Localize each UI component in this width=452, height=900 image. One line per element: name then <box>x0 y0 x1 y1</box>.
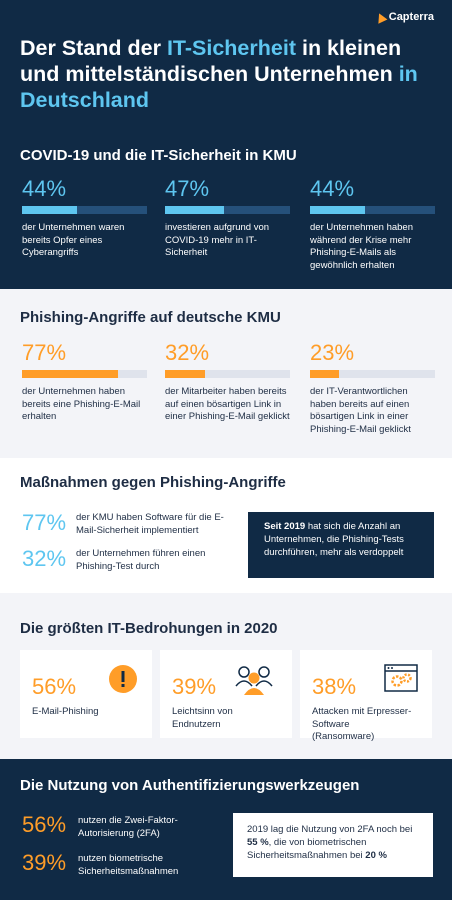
measures-item-1-pct: 77% <box>22 510 67 535</box>
threat-card-users: 39% Leichtsinn von Endnutzern <box>160 650 292 738</box>
phishing-stat-1-text: der Unternehmen haben bereits eine Phish… <box>22 386 141 422</box>
phishing-stat-2-bar-fill <box>165 370 205 378</box>
phishing-stat-1-bar-fill <box>22 370 119 378</box>
auth-box-bold-2: 20 % <box>365 850 387 861</box>
phishing-stat-3-text: der IT-Verantwortlichen haben bereits au… <box>310 386 411 435</box>
browser-gears-icon <box>384 664 418 697</box>
covid-section: COVID-19 und die IT-Sicherheit in KMU 44… <box>0 131 452 289</box>
threat-card-phishing: 56% E-Mail-Phishing <box>20 650 152 738</box>
covid-stat-3: 44% der Unternehmen haben während der Kr… <box>310 177 435 272</box>
phishing-stat-1-pct: 77% <box>22 340 67 365</box>
capterra-logo-icon <box>374 10 388 24</box>
threat-card-ransomware-pct: 38% <box>312 674 357 699</box>
threat-card-users-pct: 39% <box>172 674 217 699</box>
measures-item-2: 32% der Unternehmen führen einen Phishin… <box>22 546 206 573</box>
covid-stat-1-bar <box>22 206 147 214</box>
covid-stat-2-bar-fill <box>165 206 224 214</box>
phishing-stat-2-bar <box>165 370 290 378</box>
measures-section: Maßnahmen gegen Phishing-Angriffe 77% de… <box>0 458 452 593</box>
capterra-logo[interactable]: Capterra <box>374 10 434 24</box>
title-part-2: in kleinen und mittelständischen Unterne… <box>20 36 402 86</box>
auth-box-bold-1: 55 % <box>247 837 269 848</box>
phishing-stat-1-bar <box>22 370 147 378</box>
phishing-stat-2-pct: 32% <box>165 340 210 365</box>
auth-item-1-text: nutzen die Zwei-Faktor-Autorisierung (2F… <box>78 815 178 839</box>
auth-box-text-1: 2019 lag die Nutzung von 2FA noch bei <box>247 824 413 835</box>
covid-stat-2-bar <box>165 206 290 214</box>
phishing-stat-3-pct: 23% <box>310 340 355 365</box>
measures-box-text: hat sich die Anzahl an Unternehmen, die … <box>264 521 404 558</box>
covid-stat-1-pct: 44% <box>22 176 67 201</box>
threat-card-phishing-text: E-Mail-Phishing <box>32 706 99 717</box>
phishing-stat-3: 23% der IT-Verantwortlichen haben bereit… <box>310 341 435 436</box>
phishing-stat-2-text: der Mitarbeiter haben bereits auf einen … <box>165 386 290 422</box>
threats-section-title: Die größten IT-Bedrohungen in 2020 <box>20 620 278 637</box>
covid-stat-2-pct: 47% <box>165 176 210 201</box>
logo-text: Capterra <box>388 11 434 23</box>
phishing-stat-3-bar <box>310 370 435 378</box>
threat-card-phishing-pct: 56% <box>32 674 77 699</box>
header-section: Capterra Der Stand der IT-Sicherheit in … <box>0 0 452 131</box>
title-highlight-1: IT-Sicherheit <box>166 36 296 60</box>
phishing-stat-2: 32% der Mitarbeiter haben bereits auf ei… <box>165 341 290 424</box>
covid-stat-3-text: der Unternehmen haben während der Krise … <box>310 222 413 271</box>
measures-info-box: Seit 2019 hat sich die Anzahl an Unterne… <box>248 512 434 578</box>
title-part-1: Der Stand der <box>20 36 167 60</box>
measures-item-2-text: der Unternehmen führen einen Phishing-Te… <box>76 548 206 572</box>
phishing-stat-3-bar-fill <box>310 370 339 378</box>
auth-info-box: 2019 lag die Nutzung von 2FA noch bei 55… <box>233 813 433 877</box>
threat-card-ransomware: 38% Attacken mit Erpresser-Software (Ran… <box>300 650 432 742</box>
threat-card-users-text: Leichtsinn von Endnutzern <box>172 706 233 730</box>
phishing-stat-1: 77% der Unternehmen haben bereits eine P… <box>22 341 147 424</box>
phishing-section-title: Phishing-Angriffe auf deutsche KMU <box>20 309 281 326</box>
title-highlight-2: in Deutschland <box>20 62 418 112</box>
covid-section-title: COVID-19 und die IT-Sicherheit in KMU <box>20 147 297 164</box>
measures-item-1: 77% der KMU haben Software für die E-Mai… <box>22 510 236 537</box>
auth-section: Die Nutzung von Authentifizierungswerkze… <box>0 759 452 900</box>
auth-item-2-pct: 39% <box>22 850 67 875</box>
auth-box-text-2: , die von biometrischen Sicherheitsmaßna… <box>247 837 367 861</box>
measures-item-1-text: der KMU haben Software für die E-Mail-Si… <box>76 512 224 536</box>
threat-card-ransomware-text: Attacken mit Erpresser-Software (Ransomw… <box>312 706 412 742</box>
page-title: Der Stand der IT-Sicherheit in kleinen u… <box>20 35 440 113</box>
auth-section-title: Die Nutzung von Authentifizierungswerkze… <box>20 777 360 794</box>
covid-stat-1-bar-fill <box>22 206 77 214</box>
phishing-section: Phishing-Angriffe auf deutsche KMU 77% d… <box>0 289 452 449</box>
warning-icon <box>108 664 138 699</box>
measures-box-bold: Seit 2019 <box>264 521 306 532</box>
covid-stat-1-text: der Unternehmen waren bereits Opfer eine… <box>22 222 125 258</box>
threats-section: Die größten IT-Bedrohungen in 2020 56% E… <box>0 602 452 750</box>
auth-item-1: 56% nutzen die Zwei-Faktor-Autorisierung… <box>22 813 188 840</box>
covid-stat-3-bar-fill <box>310 206 365 214</box>
auth-item-2-text: nutzen biometrische Sicherheitsmaßnahmen <box>78 853 179 877</box>
covid-stat-2: 47% investieren aufgrund von COVID-19 me… <box>165 177 290 260</box>
auth-item-2: 39% nutzen biometrische Sicherheitsmaßna… <box>22 851 188 878</box>
auth-item-1-pct: 56% <box>22 812 67 837</box>
covid-stat-2-text: investieren aufgrund von COVID-19 mehr i… <box>165 222 270 258</box>
users-icon <box>234 664 274 701</box>
covid-stat-3-bar <box>310 206 435 214</box>
measures-section-title: Maßnahmen gegen Phishing-Angriffe <box>20 474 286 491</box>
covid-stat-3-pct: 44% <box>310 176 355 201</box>
measures-item-2-pct: 32% <box>22 546 67 571</box>
covid-stat-1: 44% der Unternehmen waren bereits Opfer … <box>22 177 147 260</box>
